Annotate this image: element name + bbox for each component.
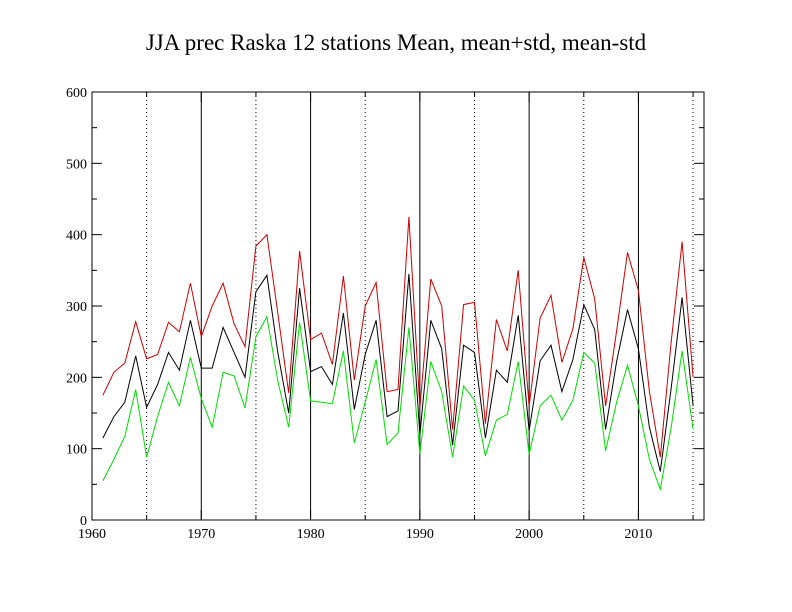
series-layer	[102, 216, 694, 492]
plot-frame	[91, 91, 705, 521]
series-line-2	[102, 273, 694, 472]
x-tick-label-2000: 2000	[515, 527, 543, 542]
grid-layer	[146, 92, 694, 520]
x-tick-label-1960: 1960	[78, 527, 106, 542]
x-tick-label-1970: 1970	[187, 527, 215, 542]
y-tick-label-0: 0	[80, 514, 87, 529]
y-tick-label-600: 600	[66, 86, 87, 101]
y-tick-label-200: 200	[66, 371, 87, 386]
y-tick-label-400: 400	[66, 229, 87, 244]
x-tick-label-1980: 1980	[297, 527, 325, 542]
x-tick-label-1990: 1990	[406, 527, 434, 542]
y-tick-label-300: 300	[66, 300, 87, 315]
y-tick-label-500: 500	[66, 157, 87, 172]
tick-layer: 0 100 200 300 400 500 600 1960 1970 1980 1990 2000 2…	[66, 86, 704, 542]
y-tick-label-100: 100	[66, 443, 87, 458]
x-tick-label-2010: 2010	[624, 527, 652, 542]
chart-title: JJA prec Raska 12 stations Mean, mean+st…	[145, 30, 647, 55]
series-line-3	[102, 315, 694, 492]
series-line-1	[102, 216, 694, 458]
